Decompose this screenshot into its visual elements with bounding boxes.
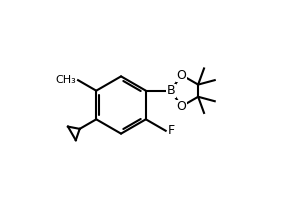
Text: O: O xyxy=(177,100,186,113)
Text: F: F xyxy=(168,124,175,137)
Text: B: B xyxy=(166,84,175,97)
Text: CH₃: CH₃ xyxy=(55,75,76,85)
Text: O: O xyxy=(177,68,186,81)
